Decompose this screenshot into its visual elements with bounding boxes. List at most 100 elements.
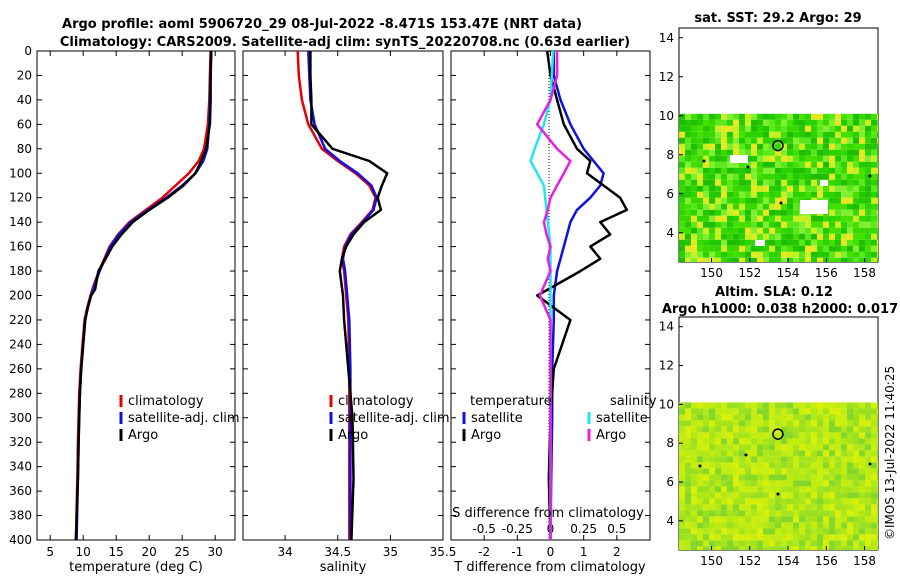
map-cell <box>793 432 799 439</box>
map-cell <box>799 239 805 246</box>
latitude-tick-label: 12 <box>659 359 674 373</box>
map-cell <box>781 209 787 216</box>
map-cell <box>745 432 751 439</box>
x-tick-label: 20 <box>142 545 157 559</box>
map-cell <box>721 504 727 511</box>
map-cell <box>841 438 847 445</box>
map-cell <box>871 486 877 493</box>
map-cell <box>829 486 835 493</box>
s-diff-tick-label: 0.25 <box>570 522 597 536</box>
map-cell <box>805 143 811 150</box>
map-cell <box>745 167 751 174</box>
map-cell <box>799 540 805 547</box>
map-cell <box>721 534 727 541</box>
map-cell <box>757 456 763 463</box>
legend-label-satellite: satellite-adj. clim <box>128 411 240 426</box>
map-cell <box>679 239 685 246</box>
map-cell <box>703 113 709 120</box>
legend-label-s-satellite: satellite <box>596 411 648 426</box>
map-cell <box>679 167 685 174</box>
map-cell <box>847 239 853 246</box>
map-cell <box>685 179 691 186</box>
map-cell <box>793 209 799 216</box>
depth-tick-label: 140 <box>9 215 32 229</box>
map-cell <box>775 221 781 228</box>
map-cell <box>865 492 871 499</box>
map-cell <box>811 534 817 541</box>
map-cell <box>721 227 727 234</box>
map-cell <box>775 474 781 481</box>
map-cell <box>679 257 685 262</box>
map-cell <box>817 480 823 487</box>
map-cell <box>787 408 793 415</box>
map-cell <box>853 161 859 168</box>
map-cell <box>709 125 715 132</box>
map-cell <box>877 534 878 541</box>
map-cell <box>853 492 859 499</box>
map-cell <box>739 251 745 258</box>
map-cell <box>805 468 811 475</box>
map-cell <box>733 414 739 421</box>
map-cell <box>811 468 817 475</box>
map-cell <box>805 420 811 427</box>
map-cell <box>841 197 847 204</box>
map-cell <box>859 468 865 475</box>
map-cell <box>817 221 823 228</box>
map-cell <box>727 498 733 505</box>
map-cell <box>691 233 697 240</box>
depth-tick-label: 40 <box>17 93 32 107</box>
map-cell <box>715 420 721 427</box>
map-cell <box>757 522 763 529</box>
map-cell <box>703 498 709 505</box>
longitude-tick-label: 152 <box>738 266 761 280</box>
latitude-tick-label: 8 <box>666 148 674 162</box>
map-cell <box>829 420 835 427</box>
map-cell <box>817 510 823 517</box>
map-cell <box>715 492 721 499</box>
map-cell <box>751 149 757 156</box>
map-cell <box>721 420 727 427</box>
map-cell <box>703 492 709 499</box>
map-cell <box>823 227 829 234</box>
map-cell <box>787 546 793 550</box>
map-cell <box>817 185 823 192</box>
map-cell <box>793 173 799 180</box>
map-cell <box>745 468 751 475</box>
map-cell <box>721 203 727 210</box>
map-cell <box>769 534 775 541</box>
map-cell <box>835 432 841 439</box>
map-cell <box>721 215 727 222</box>
map-cell <box>823 456 829 463</box>
map-cell <box>835 420 841 427</box>
map-cell <box>805 257 811 262</box>
map-cell <box>691 239 697 246</box>
map-cell <box>715 504 721 511</box>
map-cell <box>757 474 763 481</box>
map-cell <box>811 510 817 517</box>
map-cell <box>829 251 835 258</box>
map-cell <box>811 432 817 439</box>
map-cell <box>829 161 835 168</box>
map-cell <box>835 125 841 132</box>
map-cell <box>727 486 733 493</box>
map-cell <box>799 408 805 415</box>
map-cell <box>871 420 877 427</box>
map-cell <box>853 113 859 120</box>
map-cell <box>775 233 781 240</box>
map-cell <box>727 516 733 523</box>
map-cell <box>703 251 709 258</box>
map-cell <box>703 257 709 262</box>
map-cell <box>817 504 823 511</box>
map-cell <box>703 197 709 204</box>
map-cell <box>733 402 739 409</box>
map-cell <box>739 221 745 228</box>
argo-float-marker <box>772 139 784 152</box>
map-cell <box>829 462 835 469</box>
map-cell <box>685 420 691 427</box>
map-cell <box>841 185 847 192</box>
map-cell <box>757 414 763 421</box>
map-cell <box>871 215 877 222</box>
map-cell <box>859 510 865 517</box>
map-cell <box>805 486 811 493</box>
map-cell <box>751 125 757 132</box>
